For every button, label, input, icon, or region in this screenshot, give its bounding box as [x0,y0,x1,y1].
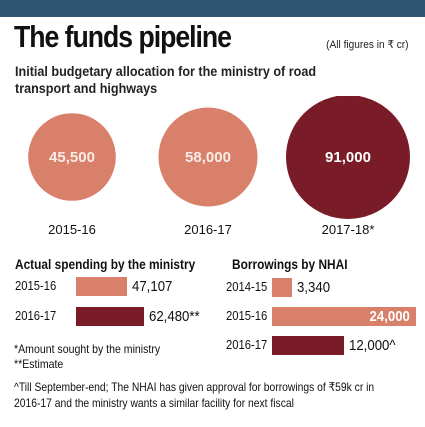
allocation-bubble-chart: 45,500 2015-16 58,000 2016-17 91,000 2017-18* [28,96,410,237]
bubble-year-label: 2017-18* [322,222,375,237]
bar-value-label: 24,000 [369,308,410,325]
bar-2015-16 [272,307,416,326]
spending-section-title: Actual spending by the ministry [15,257,196,272]
bar-2016-17 [76,307,144,326]
footnote: ^Till September-end; The NHAI has given … [14,380,375,410]
bubble-year-label: 2016-17 [184,222,232,237]
bar-value-label: 62,480** [149,308,200,325]
bar-2016-17 [272,336,344,355]
bar-category-label: 2015-16 [15,279,57,293]
bar-2015-16 [76,277,128,296]
bubble-2016-17 [158,107,258,207]
units-note: (All figures in ₹ cr) [326,39,409,51]
bar-value-label: 12,000^ [349,337,396,354]
bubble-year-label: 2015-16 [48,222,96,237]
chart-title: The funds pipeline [14,19,232,54]
bubble-value-label: 91,000 [325,149,371,166]
bar-category-label: 2014-15 [226,280,268,294]
header-bar [0,0,425,17]
bubble-value-label: 45,500 [49,149,95,166]
bar-value-label: 47,107 [132,278,173,295]
bar-2014-15 [272,278,292,297]
bubble-value-label: 58,000 [185,149,231,166]
bubble-2015-16 [28,113,116,201]
amount-sought-note: *Amount sought by the ministry [14,342,161,356]
bar-category-label: 2016-17 [15,309,57,323]
bar-category-label: 2016-17 [226,338,268,352]
bar-category-label: 2015-16 [226,309,268,323]
allocation-subtitle: Initial budgetary allocation for the min… [15,63,317,96]
estimate-note: **Estimate [14,357,64,371]
borrowings-section-title: Borrowings by NHAI [232,257,348,272]
bubble-2017-18* [286,96,410,219]
bar-value-label: 3,340 [297,279,331,296]
